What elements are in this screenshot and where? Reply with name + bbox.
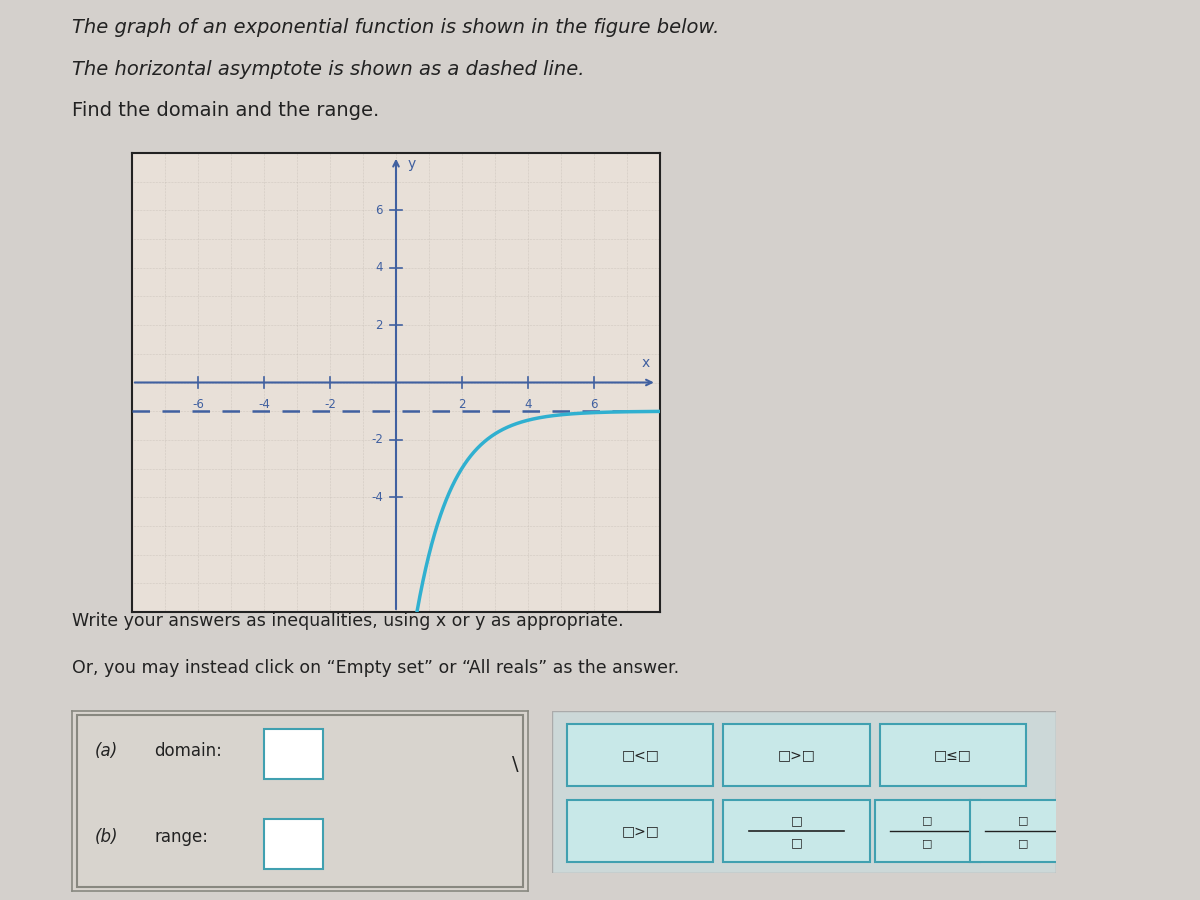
Text: □: □ <box>1018 839 1028 849</box>
Text: x: x <box>642 356 650 370</box>
Text: 4: 4 <box>376 261 383 274</box>
Text: Or, you may instead click on “Empty set” or “All reals” as the answer.: Or, you may instead click on “Empty set”… <box>72 659 679 677</box>
Text: □: □ <box>922 839 932 849</box>
Text: □: □ <box>922 815 932 825</box>
FancyBboxPatch shape <box>77 715 523 887</box>
Text: 2: 2 <box>458 399 466 411</box>
Text: 4: 4 <box>524 399 532 411</box>
Text: □≤□: □≤□ <box>934 748 972 761</box>
FancyBboxPatch shape <box>264 729 323 779</box>
Text: -6: -6 <box>192 399 204 411</box>
FancyBboxPatch shape <box>264 819 323 869</box>
Text: □: □ <box>791 836 803 849</box>
FancyBboxPatch shape <box>568 800 713 861</box>
Text: □: □ <box>791 814 803 827</box>
Text: 6: 6 <box>590 399 598 411</box>
Text: 6: 6 <box>376 204 383 217</box>
FancyBboxPatch shape <box>724 724 870 786</box>
Text: □: □ <box>1018 815 1028 825</box>
FancyBboxPatch shape <box>552 711 1056 873</box>
Text: (b): (b) <box>95 828 119 846</box>
Text: The horizontal asymptote is shown as a dashed line.: The horizontal asymptote is shown as a d… <box>72 59 584 78</box>
Text: -2: -2 <box>371 434 383 446</box>
Text: (a): (a) <box>95 742 118 760</box>
Text: -4: -4 <box>371 491 383 504</box>
Text: -4: -4 <box>258 399 270 411</box>
Text: □>□: □>□ <box>622 824 659 838</box>
FancyBboxPatch shape <box>568 724 713 786</box>
FancyBboxPatch shape <box>875 800 980 861</box>
Text: \: \ <box>512 755 518 775</box>
Text: y: y <box>408 158 416 171</box>
Text: Find the domain and the range.: Find the domain and the range. <box>72 101 379 121</box>
Text: The graph of an exponential function is shown in the figure below.: The graph of an exponential function is … <box>72 18 719 37</box>
Text: □<□: □<□ <box>622 748 659 761</box>
Text: range:: range: <box>154 828 208 846</box>
Text: □>□: □>□ <box>778 748 815 761</box>
FancyBboxPatch shape <box>880 724 1026 786</box>
Text: -2: -2 <box>324 399 336 411</box>
FancyBboxPatch shape <box>971 800 1075 861</box>
Text: domain:: domain: <box>154 742 222 760</box>
FancyBboxPatch shape <box>724 800 870 861</box>
Text: 2: 2 <box>376 319 383 331</box>
Text: Write your answers as inequalities, using x or y as appropriate.: Write your answers as inequalities, usin… <box>72 612 624 630</box>
